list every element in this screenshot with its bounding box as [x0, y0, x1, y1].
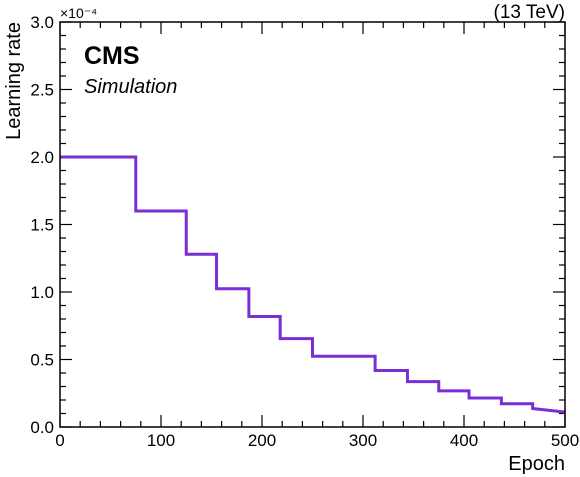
x-tick-label: 0: [55, 431, 64, 450]
x-tick-label: 300: [349, 431, 377, 450]
y-multiplier-label: ×10⁻⁴: [60, 5, 97, 21]
x-tick-label: 100: [147, 431, 175, 450]
x-tick-label: 500: [551, 431, 579, 450]
y-tick-label: 0.0: [30, 418, 54, 437]
tick-labels: 0 100 200 300 400 500 0.0 0.5 1.0 1.5 2.0 2.5 3.0: [30, 13, 579, 450]
x-tick-label: 200: [248, 431, 276, 450]
energy-label: (13 TeV): [494, 2, 565, 23]
learning-rate-series: [60, 155, 566, 414]
y-tick-label: 2.0: [30, 148, 54, 167]
y-tick-label: 0.5: [30, 351, 54, 370]
plot-frame: [59, 21, 566, 428]
x-tick-label: 400: [450, 431, 478, 450]
y-axis-title: Learning rate: [3, 22, 25, 140]
y-tick-label: 1.0: [30, 283, 54, 302]
y-tick-label: 1.5: [30, 216, 54, 235]
x-axis-title: Epoch: [508, 453, 565, 475]
simulation-label: Simulation: [84, 76, 177, 98]
cms-label: CMS: [84, 42, 140, 70]
y-tick-label: 3.0: [30, 13, 54, 32]
y-tick-label: 2.5: [30, 81, 54, 100]
